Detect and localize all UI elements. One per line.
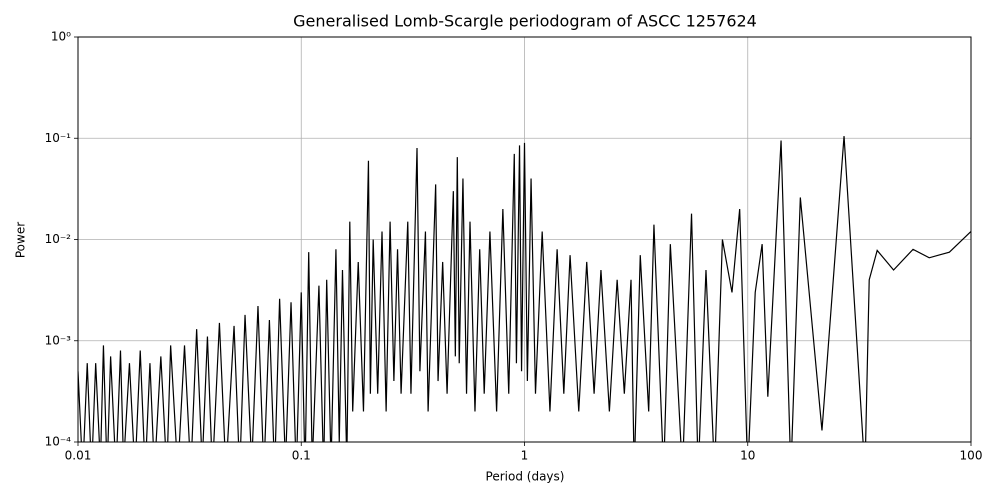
- y-tick-label: 10⁰: [51, 30, 71, 44]
- x-tick-label: 0.1: [292, 449, 311, 463]
- y-tick-label: 10⁻³: [45, 333, 72, 347]
- y-tick-label: 10⁻¹: [45, 131, 72, 145]
- x-axis-label: Period (days): [486, 470, 565, 484]
- y-tick-label: 10⁻⁴: [45, 435, 72, 449]
- periodogram-line: [78, 136, 971, 442]
- y-axis-label: Power: [14, 222, 28, 258]
- y-tick-label: 10⁻²: [45, 232, 72, 246]
- plot-frame: [77, 36, 972, 443]
- chart-title: Generalised Lomb-Scargle periodogram of …: [293, 12, 757, 31]
- x-tick-label: 0.01: [65, 449, 92, 463]
- x-tick-label: 100: [960, 449, 983, 463]
- x-tick-label: 1: [521, 449, 529, 463]
- x-tick-label: 10: [740, 449, 755, 463]
